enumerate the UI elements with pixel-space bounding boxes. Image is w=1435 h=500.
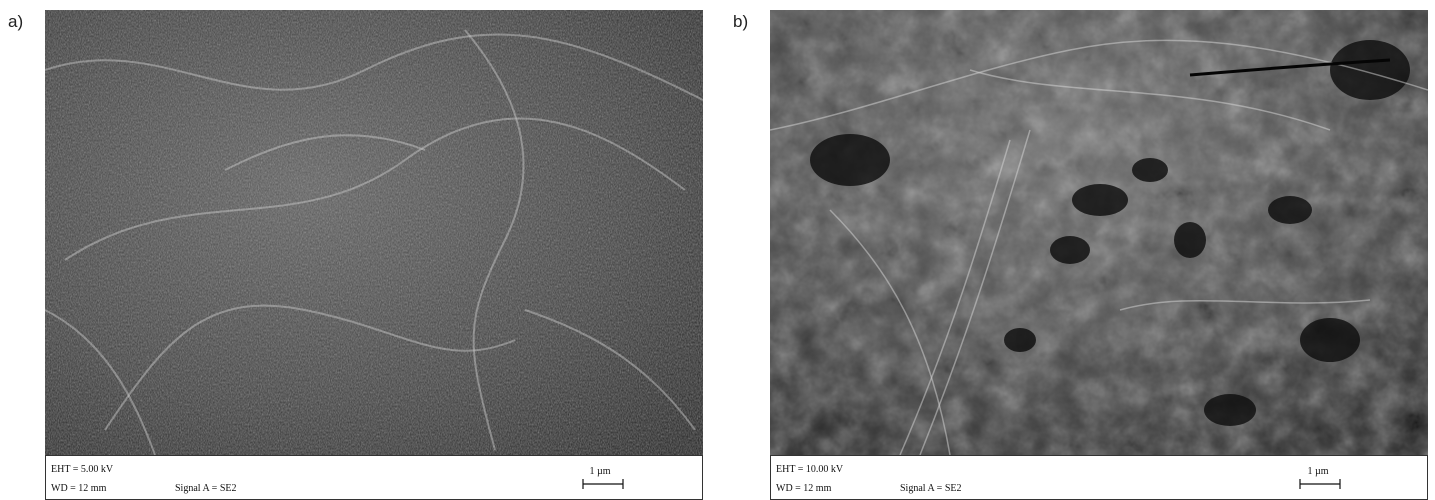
micrograph: EHT = 10.00 kV WD = 12 mm Signal A = SE2… [770,10,1428,500]
info-wd: WD = 12 mm [51,483,107,494]
info-bar [771,456,1428,500]
info-eht: EHT = 5.00 kV [51,464,114,475]
image-texture [45,10,703,455]
image-texture [770,10,1428,455]
micrograph-panel: EHT = 5.00 kV WD = 12 mm Signal A = SE2 … [45,10,703,500]
micrograph-panel: EHT = 10.00 kV WD = 12 mm Signal A = SE2… [770,10,1428,500]
figure: {"panels": [ {"label": "a)", "info": {"e… [0,0,1435,500]
micrograph: EHT = 5.00 kV WD = 12 mm Signal A = SE2 … [45,10,703,500]
info-wd: WD = 12 mm [776,483,832,494]
scale-label: 1 µm [1307,466,1328,477]
info-eht: EHT = 10.00 kV [776,464,844,475]
panel-label: b) [733,12,748,32]
info-signal: Signal A = SE2 [175,483,236,494]
scale-label: 1 µm [589,466,610,477]
info-signal: Signal A = SE2 [900,483,961,494]
info-bar [46,456,703,500]
panel-label: a) [8,12,23,32]
